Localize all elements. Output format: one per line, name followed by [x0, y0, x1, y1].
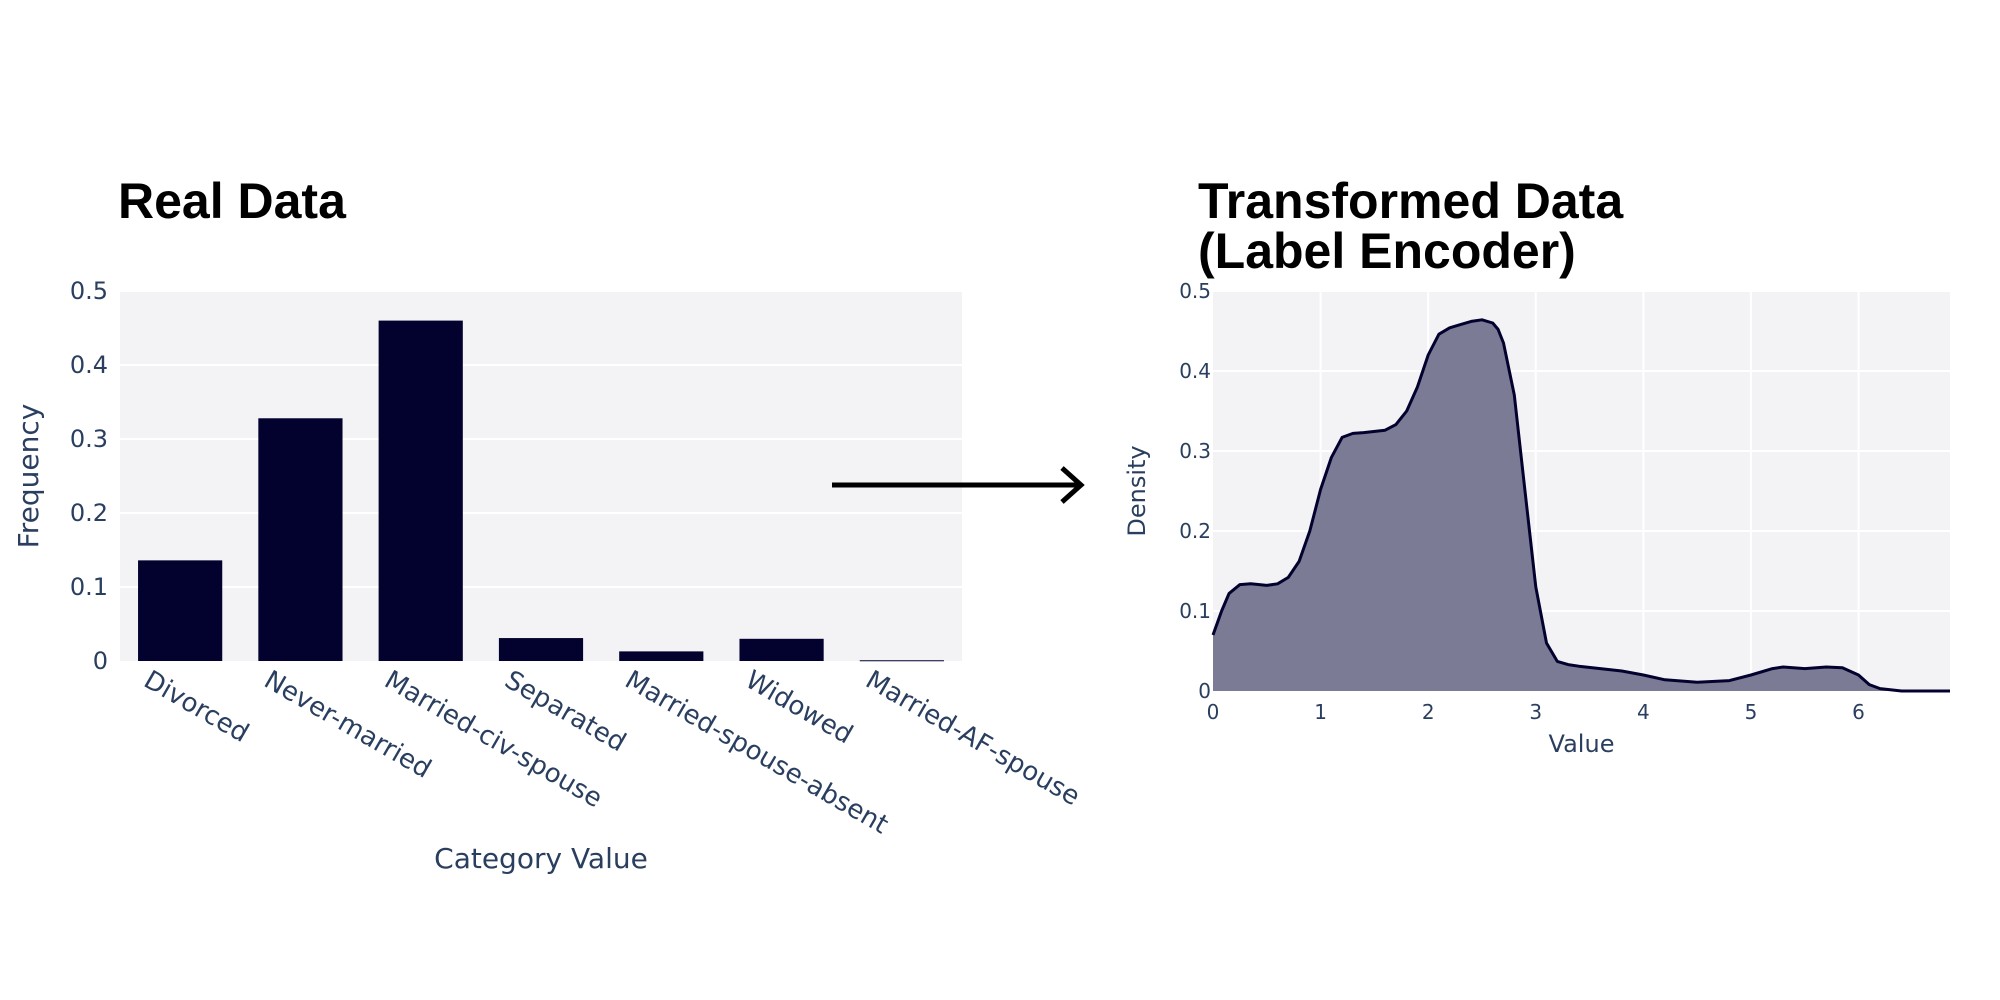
arrow-head: [1060, 466, 1085, 504]
x-tick-label: 5: [1745, 700, 1758, 724]
y-tick-label: 0.4: [70, 351, 108, 379]
y-tick-label: 0: [93, 647, 108, 675]
y-axis-label: Frequency: [12, 404, 45, 549]
x-tick-label: 0: [1207, 700, 1220, 724]
y-tick-label: 0.5: [70, 277, 108, 305]
x-tick-label: 6: [1852, 700, 1865, 724]
y-tick-label: 0: [1198, 679, 1211, 703]
x-tick-label: 1: [1314, 700, 1327, 724]
y-tick-label: 0.2: [70, 499, 108, 527]
left-chart-title: Real Data: [118, 173, 346, 229]
x-tick-label: Divorced: [139, 665, 254, 749]
bar: [258, 418, 343, 661]
bar: [498, 638, 584, 661]
y-axis-label: Density: [1123, 445, 1151, 536]
plot-area: [120, 291, 962, 661]
y-tick-label: 0.2: [1179, 519, 1211, 543]
density-area: [1213, 319, 1950, 691]
right-chart-title-line-2: (Label Encoder): [1198, 223, 1576, 279]
x-tick-label: 4: [1637, 700, 1650, 724]
y-tick-label: 0.3: [70, 425, 108, 453]
bar: [739, 638, 824, 661]
y-tick-label: 0.3: [1179, 439, 1211, 463]
bar: [378, 320, 463, 661]
x-axis-label: Value: [1549, 730, 1615, 758]
transform-arrow: [832, 466, 1085, 504]
x-axis-label: Category Value: [434, 842, 648, 875]
bar: [138, 560, 223, 661]
y-tick-label: 0.1: [70, 573, 108, 601]
x-tick-label: Married-AF-spouse: [860, 665, 1085, 812]
density-chart-transformed-data: 0 1 2 3 4 5 6 0 0.1 0.2 0.3 0.4 0.5 Value Density: [1123, 279, 1950, 758]
bar: [859, 660, 944, 662]
bar: [619, 651, 704, 661]
density-line: [1211, 318, 1950, 693]
y-tick-label: 0.1: [1179, 599, 1211, 623]
x-tick-label: 3: [1529, 700, 1542, 724]
x-tick-label: Married-civ-spouse: [379, 665, 607, 814]
right-chart-title-line-1: Transformed Data: [1198, 173, 1624, 229]
y-tick-label: 0.5: [1179, 279, 1211, 303]
right-chart-title: Transformed Data (Label Encoder): [1198, 176, 1623, 276]
y-tick-label: 0.4: [1179, 359, 1211, 383]
x-tick-label: 2: [1422, 700, 1435, 724]
